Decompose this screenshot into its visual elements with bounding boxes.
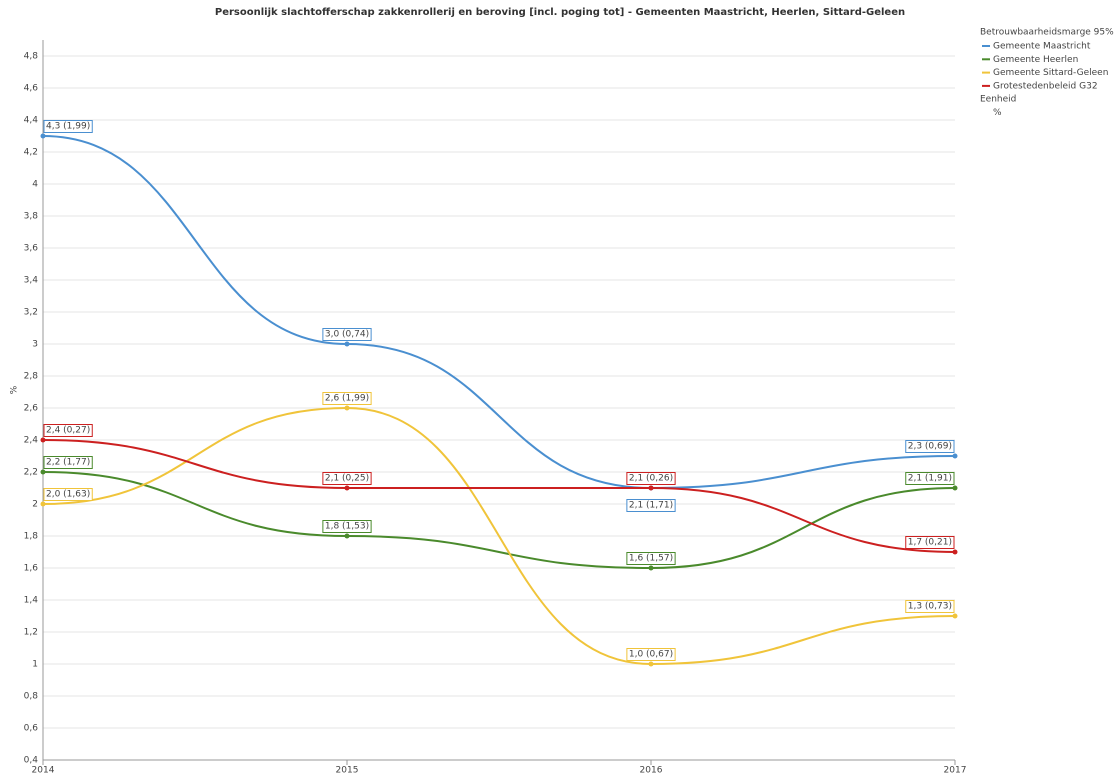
y-tick-label: 0,6	[24, 724, 39, 734]
data-label-box	[626, 552, 676, 565]
y-tick-label: 2,8	[24, 372, 39, 382]
data-label: 1,7 (0,21)	[908, 538, 952, 548]
y-tick-label: 3,8	[24, 212, 39, 222]
data-label-box	[905, 536, 955, 549]
data-label-box	[43, 120, 93, 133]
data-label: 2,3 (0,69)	[908, 442, 952, 452]
y-tick-label: 3,4	[24, 276, 39, 286]
data-label-box	[626, 499, 676, 512]
data-label: 2,1 (1,71)	[629, 501, 673, 511]
data-point	[40, 469, 46, 475]
data-point	[952, 549, 958, 555]
data-label-box	[322, 328, 372, 341]
data-point	[344, 405, 350, 411]
y-tick-label: 0,8	[24, 692, 39, 702]
y-tick-label: 3,6	[24, 244, 39, 254]
data-label-box	[626, 648, 676, 661]
data-label-box	[905, 440, 955, 453]
y-tick-label: 4,6	[24, 84, 39, 94]
series-line	[42, 135, 956, 490]
y-tick-label: 2,6	[24, 404, 39, 414]
x-tick-label: 2016	[640, 766, 663, 776]
data-label-box	[43, 456, 93, 469]
data-label: 2,4 (0,27)	[46, 426, 90, 436]
x-tick-label: 2017	[944, 766, 967, 776]
legend-label: Gemeente Maastricht	[993, 42, 1091, 52]
data-label-box	[905, 600, 955, 613]
chart-title: Persoonlijk slachtofferschap zakkenrolle…	[215, 7, 905, 18]
legend-title: Betrouwbaarheidsmarge 95%	[980, 28, 1114, 38]
data-label: 4,3 (1,99)	[46, 122, 90, 132]
unit-title: Eenheid	[980, 95, 1016, 105]
y-tick-label: 3	[32, 340, 38, 350]
data-point	[952, 453, 958, 459]
data-point	[648, 485, 654, 491]
data-label-box	[322, 472, 372, 485]
y-tick-label: 1	[32, 660, 38, 670]
y-tick-label: 4,4	[24, 116, 39, 126]
y-tick-label: 1,2	[24, 628, 38, 638]
data-label: 1,8 (1,53)	[325, 522, 369, 532]
data-label-box	[322, 520, 372, 533]
data-label: 2,1 (1,91)	[908, 474, 952, 484]
data-point	[344, 341, 350, 347]
x-tick-label: 2015	[336, 766, 359, 776]
data-label: 2,1 (0,25)	[325, 474, 369, 484]
legend-label: Gemeente Heerlen	[993, 55, 1078, 65]
y-tick-label: 2,2	[24, 468, 38, 478]
data-label: 2,1 (0,26)	[629, 474, 673, 484]
unit: %	[993, 108, 1002, 118]
y-tick-label: 1,8	[24, 532, 39, 542]
y-tick-label: 3,2	[24, 308, 38, 318]
legend-label: Gemeente Sittard-Geleen	[993, 68, 1108, 78]
data-point	[344, 533, 350, 539]
legend-label: Grotestedenbeleid G32	[993, 81, 1098, 91]
y-tick-label: 1,4	[24, 596, 39, 606]
data-label: 1,6 (1,57)	[629, 554, 673, 564]
y-axis-label: %	[10, 385, 20, 394]
data-label: 2,6 (1,99)	[325, 394, 369, 404]
data-label: 2,0 (1,63)	[46, 490, 90, 500]
data-point	[40, 437, 46, 443]
y-tick-label: 2	[32, 500, 38, 510]
series-line	[42, 471, 956, 570]
data-label-box	[43, 488, 93, 501]
data-label-box	[43, 424, 93, 437]
y-tick-label: 4,8	[24, 52, 39, 62]
data-point	[344, 485, 350, 491]
data-label: 2,2 (1,77)	[46, 458, 90, 468]
data-point	[952, 485, 958, 491]
x-tick-label: 2014	[32, 766, 55, 776]
y-tick-label: 4	[32, 180, 38, 190]
data-label-box	[322, 392, 372, 405]
data-label-box	[626, 472, 676, 485]
data-label-box	[905, 472, 955, 485]
data-label: 1,3 (0,73)	[908, 602, 952, 612]
data-point	[648, 565, 654, 571]
data-point	[648, 661, 654, 667]
y-tick-label: 2,4	[24, 436, 39, 446]
data-label: 3,0 (0,74)	[325, 330, 369, 340]
y-tick-label: 1,6	[24, 564, 39, 574]
y-tick-label: 4,2	[24, 148, 38, 158]
series-line	[42, 439, 956, 553]
data-point	[952, 613, 958, 619]
data-point	[40, 133, 46, 139]
series-line	[42, 406, 956, 666]
data-point	[40, 501, 46, 507]
data-label: 1,0 (0,67)	[629, 650, 673, 660]
y-tick-label: 0,4	[24, 756, 39, 766]
